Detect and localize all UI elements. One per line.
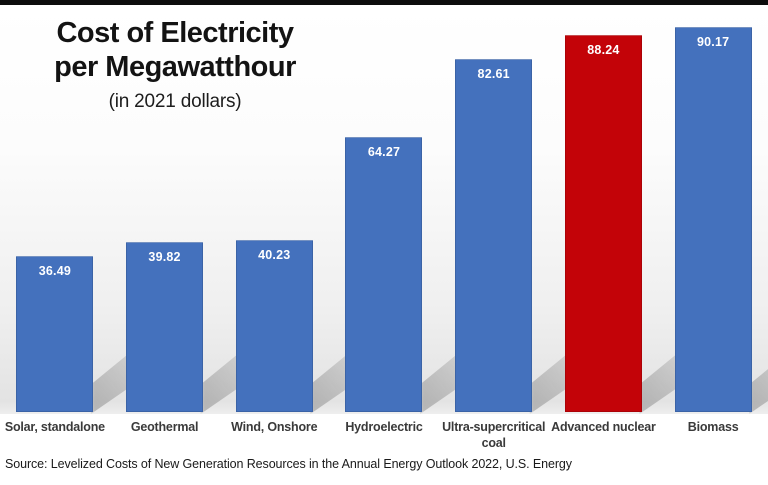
bar-floor-shadow — [749, 325, 768, 414]
chart-title-line-2: per Megawatthour — [54, 51, 296, 83]
top-black-strip — [0, 0, 768, 5]
category-label: Ultra-supercritical coal — [442, 420, 546, 451]
source-attribution: Source: Levelized Costs of New Generatio… — [5, 457, 572, 471]
chart-subtitle: (in 2021 dollars) — [108, 91, 242, 112]
bar-hydroelectric: 64.27 — [345, 137, 423, 412]
category-label: Hydroelectric — [345, 420, 423, 434]
bar-geothermal: 39.82 — [126, 242, 204, 412]
bar-value-label: 64.27 — [367, 145, 401, 159]
chart-title-block: Cost of Electricity per Megawatthour (in… — [22, 16, 328, 113]
bar-advanced-nuclear: 88.24 — [564, 35, 642, 412]
bar-value-label: 40.23 — [258, 248, 291, 262]
category-label: Wind, Onshore — [231, 420, 318, 434]
chart-title-line-1: Cost of Electricity — [56, 17, 294, 49]
category-labels-row: Solar, standalone Geothermal Wind, Onshore… — [0, 419, 768, 453]
bar-value-label: 82.61 — [477, 67, 510, 81]
bar-ultra-supercritical-coal: 82.61 — [455, 59, 533, 412]
bar-value-label: 39.82 — [148, 250, 181, 264]
bar-value-label: 36.49 — [38, 264, 71, 278]
plot-area: 36.49 39.82 40.23 64.27 82.61 88.24 90.17 — [0, 5, 768, 414]
bar-value-label: 88.24 — [587, 43, 620, 57]
bar-wind-onshore: 40.23 — [235, 240, 313, 412]
bar-solar-standalone: 36.49 — [16, 256, 94, 412]
category-label: Biomass — [687, 420, 739, 434]
bar-biomass: 90.17 — [674, 27, 752, 412]
category-label: Advanced nuclear — [551, 420, 656, 434]
bar-value-label: 90.17 — [696, 35, 730, 49]
category-label: Geothermal — [130, 420, 199, 434]
category-label: Solar, standalone — [4, 420, 105, 434]
